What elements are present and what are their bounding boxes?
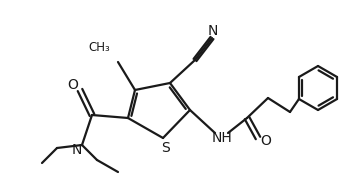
Text: CH₃: CH₃ [88,41,110,54]
Text: N: N [208,24,218,38]
Text: NH: NH [211,131,232,145]
Text: N: N [72,143,82,157]
Text: O: O [261,134,271,148]
Text: O: O [68,78,78,92]
Text: S: S [162,141,171,155]
